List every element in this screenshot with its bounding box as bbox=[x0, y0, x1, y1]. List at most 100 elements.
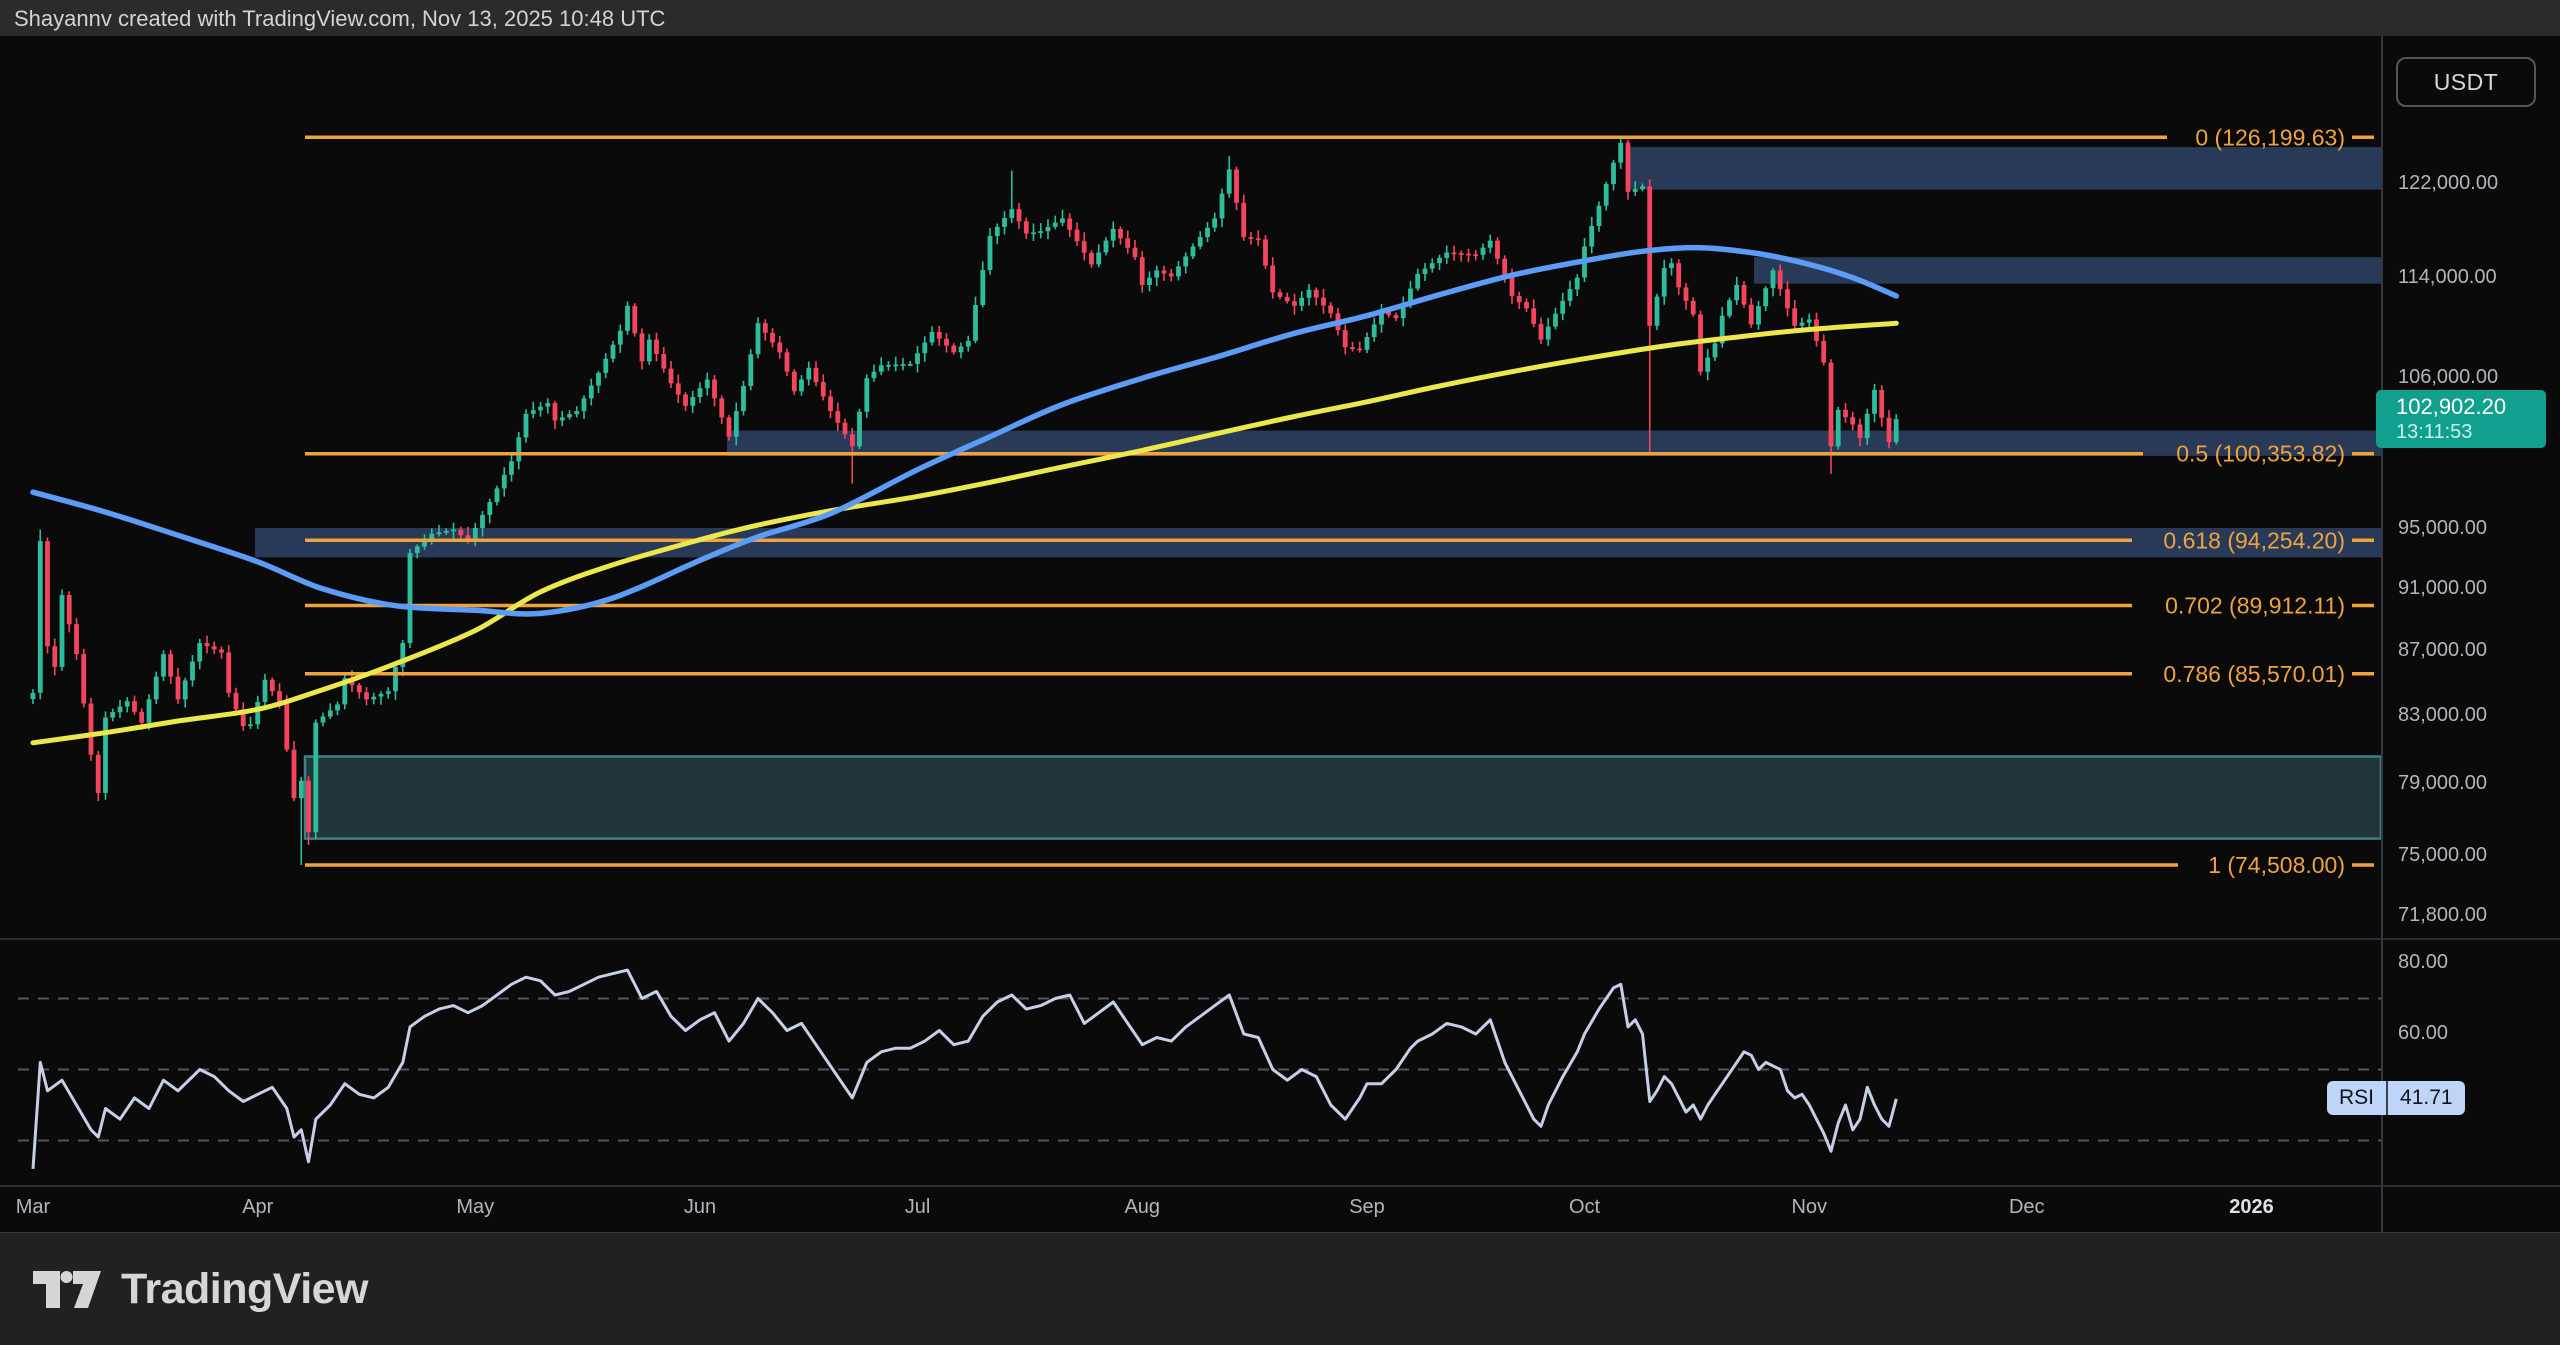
candle-body bbox=[828, 397, 833, 412]
candle-body bbox=[313, 723, 318, 833]
candle-body bbox=[1082, 241, 1087, 253]
tradingview-logo-link[interactable]: TradingView bbox=[33, 1265, 368, 1315]
candle-body bbox=[1473, 254, 1478, 256]
candle-body bbox=[1821, 341, 1826, 363]
candle-body bbox=[132, 701, 137, 712]
candle-body bbox=[1734, 285, 1739, 300]
candle-body bbox=[1118, 229, 1123, 238]
candle-body bbox=[538, 407, 543, 411]
chart-canvas[interactable]: 0 (126,199.63) 0.5 (100,353.82) 0.618 (94,… bbox=[0, 0, 2560, 1345]
candle-body bbox=[364, 692, 369, 699]
candle-body bbox=[45, 541, 50, 646]
candle-body bbox=[1241, 203, 1246, 237]
candle-body bbox=[1053, 223, 1058, 227]
candle-body bbox=[1111, 229, 1116, 241]
candle-body bbox=[1067, 218, 1072, 229]
candle-body bbox=[1633, 189, 1638, 192]
candle-body bbox=[1263, 239, 1268, 265]
candle-body bbox=[1763, 288, 1768, 306]
candle-body bbox=[1075, 230, 1080, 242]
rsi-label: RSI bbox=[2327, 1081, 2386, 1115]
time-axis-label-May: May bbox=[430, 1196, 520, 1219]
price-axis[interactable]: 122,000.00114,000.00106,000.0095,000.009… bbox=[2382, 36, 2560, 1232]
candle-body bbox=[197, 643, 202, 662]
tradingview-snapshot: Shayannv created with TradingView.com, N… bbox=[0, 0, 2560, 1345]
candle-body bbox=[1705, 358, 1710, 372]
candle-body bbox=[632, 306, 637, 334]
price-tick-label: 91,000.00 bbox=[2398, 577, 2487, 600]
currency-button[interactable]: USDT bbox=[2396, 57, 2536, 107]
candle-body bbox=[1488, 241, 1493, 248]
candle-body bbox=[1198, 237, 1203, 246]
candle-body bbox=[371, 697, 376, 700]
bar-countdown: 13:11:53 bbox=[2396, 420, 2546, 444]
candle-body bbox=[640, 333, 645, 361]
candle-body bbox=[1191, 247, 1196, 257]
candle-body bbox=[698, 388, 703, 397]
candle-body bbox=[944, 339, 949, 346]
supply-zone-mid[interactable] bbox=[1754, 257, 2381, 284]
time-axis-label-Apr: Apr bbox=[213, 1196, 303, 1219]
candle-body bbox=[661, 354, 666, 369]
candle-body bbox=[1205, 228, 1210, 237]
candle-body bbox=[777, 343, 782, 353]
candle-body bbox=[444, 531, 449, 533]
candle-body bbox=[60, 595, 65, 667]
fib-label-0.5[interactable]: 0.5 (100,353.82) bbox=[2176, 441, 2345, 467]
candle-body bbox=[1546, 327, 1551, 340]
time-axis-label-2026: 2026 bbox=[2207, 1196, 2297, 1219]
candle-body bbox=[1597, 206, 1602, 226]
demand-zone[interactable] bbox=[305, 757, 2381, 839]
candle-body bbox=[1125, 238, 1130, 248]
credit-bar: Shayannv created with TradingView.com, N… bbox=[0, 0, 2560, 36]
candle-body bbox=[147, 699, 152, 722]
fib-label-0[interactable]: 0 (126,199.63) bbox=[2195, 124, 2345, 150]
tradingview-logo-text: TradingView bbox=[121, 1265, 368, 1314]
price-tick-label: 122,000.00 bbox=[2398, 172, 2498, 195]
candle-body bbox=[973, 305, 978, 341]
time-axis-label-Aug: Aug bbox=[1097, 1196, 1187, 1219]
candle-body bbox=[1365, 337, 1370, 350]
candle-body bbox=[31, 693, 36, 699]
candle-body bbox=[1038, 231, 1043, 233]
candle-body bbox=[1568, 289, 1573, 301]
candle-body bbox=[306, 781, 311, 833]
candle-body bbox=[74, 624, 79, 654]
rsi-tick-label: 80.00 bbox=[2398, 951, 2448, 974]
time-axis[interactable]: MarAprMayJunJulAugSepOctNovDec2026 bbox=[0, 1196, 2382, 1232]
candle-body bbox=[625, 306, 630, 331]
candle-body bbox=[125, 701, 130, 707]
fib-label-1[interactable]: 1 (74,508.00) bbox=[2208, 852, 2345, 878]
candle-body bbox=[1807, 320, 1812, 323]
candle-body bbox=[1444, 253, 1449, 258]
candle-body bbox=[690, 397, 695, 406]
candle-body bbox=[1792, 308, 1797, 326]
candle-body bbox=[415, 547, 420, 553]
supply-zone-upper[interactable] bbox=[1627, 147, 2381, 190]
candle-body bbox=[1292, 301, 1297, 306]
candle-body bbox=[495, 488, 500, 502]
fib-label-0.786[interactable]: 0.786 (85,570.01) bbox=[2163, 661, 2345, 687]
fib-label-0.702[interactable]: 0.702 (89,912.11) bbox=[2165, 593, 2345, 619]
candle-body bbox=[959, 347, 964, 353]
candle-body bbox=[1872, 390, 1877, 414]
candle-body bbox=[1415, 274, 1420, 289]
candle-body bbox=[770, 333, 775, 343]
candle-body bbox=[1749, 305, 1754, 325]
candle-body bbox=[864, 378, 869, 412]
candle-body bbox=[1618, 143, 1623, 163]
candle-body bbox=[553, 403, 558, 420]
candle-body bbox=[1133, 248, 1138, 258]
tradingview-logo-icon bbox=[33, 1265, 101, 1315]
candle-body bbox=[799, 380, 804, 392]
supply-zone-fib0618[interactable] bbox=[255, 528, 2381, 557]
candle-body bbox=[1147, 278, 1152, 285]
time-axis-label-Jun: Jun bbox=[655, 1196, 745, 1219]
candle-body bbox=[756, 323, 761, 354]
candle-body bbox=[922, 343, 927, 354]
fib-label-0.618[interactable]: 0.618 (94,254.20) bbox=[2163, 527, 2345, 553]
candle-body bbox=[1647, 186, 1652, 325]
candle-body bbox=[1850, 417, 1855, 424]
candle-body bbox=[1517, 296, 1522, 302]
candle-body bbox=[930, 332, 935, 343]
